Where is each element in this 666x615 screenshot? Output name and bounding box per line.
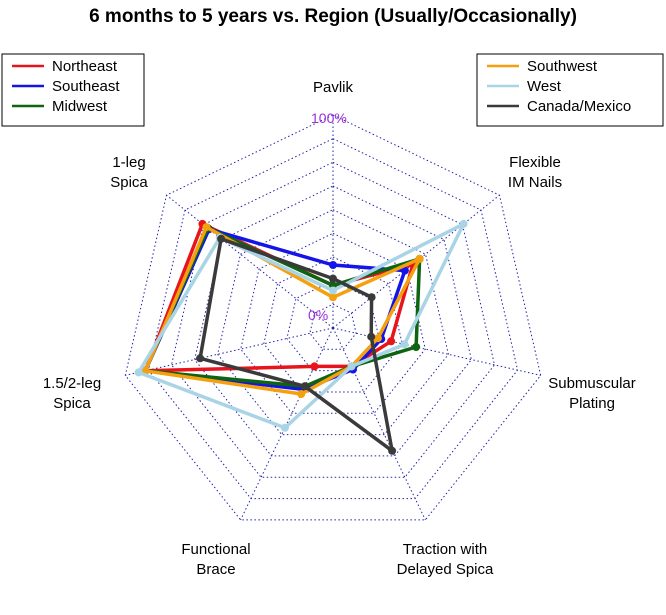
legend-label: Southeast	[52, 78, 120, 95]
axis-label-line: Plating	[569, 395, 615, 412]
axis-label-line: IM Nails	[508, 174, 562, 191]
data-point	[388, 446, 397, 455]
data-point	[134, 368, 143, 377]
series-line	[198, 237, 394, 453]
axis-label-line: Brace	[196, 561, 235, 578]
data-point	[400, 340, 409, 349]
radar-series	[134, 219, 468, 455]
grid-spoke	[166, 194, 334, 329]
data-point	[412, 343, 421, 351]
range-max-label: 100%	[311, 110, 347, 126]
data-point	[387, 337, 396, 346]
series-canada-mexico	[196, 234, 397, 455]
data-point	[297, 390, 306, 398]
data-point	[415, 254, 424, 263]
axis-label: Flexible IM Nails	[508, 154, 562, 191]
legend-label: Southwest	[527, 58, 598, 75]
data-point	[202, 223, 211, 232]
data-point	[280, 423, 289, 432]
grid-ring	[194, 185, 472, 457]
axis-labels: Pavlik Flexible IM Nails Submuscular Plating…	[43, 79, 636, 578]
axis-label-line: 1-leg	[112, 154, 145, 171]
axis-label-line: 1.5/2-leg	[43, 375, 101, 392]
axis-label: Pavlik	[313, 79, 354, 96]
legend-left: Northeast Southeast Midwest	[1, 53, 145, 127]
axis-label-line: Spica	[110, 174, 148, 191]
data-point	[459, 219, 468, 228]
series-line	[143, 225, 422, 396]
legend-label: Canada/Mexico	[527, 98, 631, 115]
axis-label-line: Flexible	[509, 154, 561, 171]
axis-label: Traction with Delayed Spica	[397, 541, 494, 578]
data-point	[217, 234, 226, 243]
legend-label: West	[527, 78, 562, 95]
data-point	[373, 334, 382, 343]
data-point	[367, 332, 376, 341]
legend-label: Northeast	[52, 58, 118, 75]
axis-label: Functional Brace	[181, 541, 250, 578]
data-point	[367, 293, 376, 302]
axis-label: Submuscular Plating	[548, 375, 636, 412]
data-point	[400, 266, 409, 275]
axis-label: 1.5/2-leg Spica	[43, 375, 101, 412]
axis-label-line: Delayed Spica	[397, 561, 494, 578]
data-point	[329, 293, 337, 302]
radar-spokes	[125, 115, 541, 521]
range-min-label: 0%	[308, 307, 328, 323]
data-point	[329, 274, 337, 283]
grid-spoke	[332, 327, 426, 521]
data-point	[196, 354, 205, 363]
grid-spoke	[332, 194, 500, 329]
data-point	[300, 382, 309, 391]
axis-label-line: Pavlik	[313, 79, 354, 96]
data-point	[329, 261, 337, 269]
axis-label-line: Submuscular	[548, 375, 636, 392]
data-point	[310, 362, 319, 371]
axis-label-line: Spica	[53, 395, 91, 412]
axis-label: 1-leg Spica	[110, 154, 148, 191]
axis-label-line: Traction with	[403, 541, 487, 558]
series-line	[143, 227, 407, 392]
data-point	[347, 362, 356, 371]
grid-spoke	[240, 327, 334, 521]
data-point	[329, 286, 337, 295]
chart-title: 6 months to 5 years vs. Region (Usually/…	[89, 6, 577, 27]
legend-right: Southwest West Canada/Mexico	[476, 53, 664, 127]
axis-label-line: Functional	[181, 541, 250, 558]
legend-label: Midwest	[52, 98, 108, 115]
